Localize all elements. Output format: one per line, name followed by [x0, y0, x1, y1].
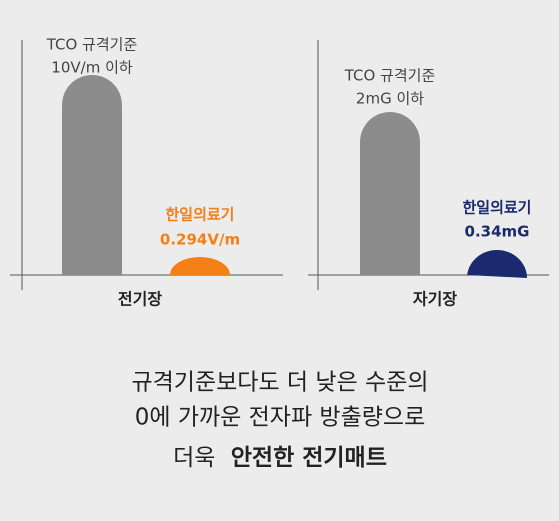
panel-magnetic: TCO 규격기준 2mG 이하 한일의료기 0.34mG 자기장	[308, 40, 549, 309]
caption-plain: 더욱	[173, 445, 215, 471]
product-value: 0.294V/m	[160, 231, 240, 249]
product-label: 한일의료기	[165, 206, 234, 224]
product-value: 0.34mG	[465, 223, 530, 241]
caption-line: 규격기준보다도 더 낮은 수준의	[131, 370, 428, 396]
panel-electric: TCO 규격기준 10V/m 이하 한일의료기 0.294V/m 전기장	[10, 36, 283, 309]
product-bar	[467, 250, 527, 278]
standard-value: 2mG 이하	[356, 90, 424, 108]
caption-bold: 안전한 전기매트	[231, 445, 387, 471]
standard-label: TCO 규격기준	[46, 36, 138, 54]
caption-line: 더욱 안전한 전기매트	[173, 445, 387, 471]
standard-value: 10V/m 이하	[51, 59, 133, 77]
product-label: 한일의료기	[462, 199, 531, 217]
standard-bar	[360, 112, 420, 275]
standard-bar	[62, 75, 122, 275]
product-bar	[170, 257, 230, 275]
standard-label: TCO 규격기준	[344, 67, 436, 85]
axis-label: 자기장	[413, 290, 457, 309]
caption-line: 0에 가까운 전자파 방출량으로	[135, 405, 426, 431]
axis-label: 전기장	[118, 290, 162, 309]
